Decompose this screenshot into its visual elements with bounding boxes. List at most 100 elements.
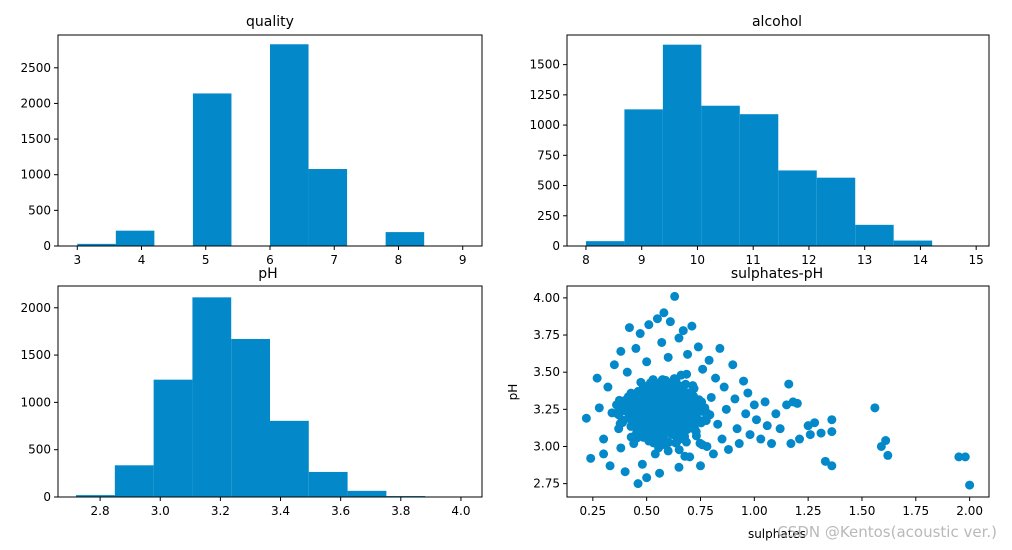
scatter-point [609,360,619,370]
ph-xtick-label: 3.4 [271,504,290,518]
quality-ytick-label: 2500 [20,61,51,75]
quality-bars [77,44,425,247]
ph-ytick-label: 0 [43,490,51,504]
ph-ytick-label: 1500 [20,348,51,362]
alcohol-ytick-label: 1250 [529,88,560,102]
scatter-point [689,384,699,394]
scatter-point [960,452,970,462]
scatter-point [680,412,690,422]
scatter-point [645,422,655,432]
alcohol-bar [662,44,702,246]
ph-bar [76,495,115,497]
quality-title: quality [246,14,294,30]
scatter-point [792,398,802,408]
scatter-point [678,326,688,336]
quality-xtick-label: 6 [266,253,274,267]
ph-bar [347,490,387,497]
scatter-point [603,382,613,392]
scatter-point [659,308,669,318]
alcohol-bar [778,170,817,246]
quality-ticks: 3 4 5 6 7 8 9 0 500 1000 1500 2000 2500 [20,61,466,267]
quality-ytick-label: 0 [43,239,51,253]
scatter-point [620,467,630,477]
quality-ytick-label: 1500 [20,132,51,146]
ph-xtick-label: 4.0 [451,504,470,518]
scatter-xtick-label: 0.50 [633,504,660,518]
alcohol-axes-frame [566,34,990,247]
scatter-point [701,416,711,426]
ph-bar [270,420,309,497]
alcohol-xtick-label: 13 [857,253,872,267]
alcohol-xtick-label: 10 [690,253,705,267]
scatter-point [622,367,632,377]
scatter-point [629,439,639,449]
alcohol-ytick-label: 750 [537,148,560,162]
ph-ytick-label: 2000 [20,301,51,315]
scatter-point [654,414,664,424]
ph-bar [231,338,270,497]
scatter-axes-frame [566,285,990,498]
scatter-point [642,357,652,367]
scatter-point [767,439,777,449]
scatter-point [756,434,766,444]
scatter-point [672,437,682,447]
scatter-ylabel: pH [506,384,520,401]
alcohol-bar [585,241,625,246]
scatter-point [616,346,626,356]
quality-bar [308,169,348,246]
scatter-point [743,388,753,398]
quality-histogram: quality 3 4 5 6 7 8 9 0 500 1000 1500 2000 2500 [20,14,483,267]
ph-bar [308,471,348,497]
scatter-point [627,416,637,426]
alcohol-ytick-label: 250 [537,209,560,223]
scatter-point [675,390,685,400]
scatter-point [594,403,604,413]
alcohol-xtick-label: 14 [913,253,928,267]
scatter-point [605,461,615,471]
quality-ytick-label: 500 [28,203,51,217]
scatter-point [599,449,609,459]
scatter-point [741,409,751,419]
alcohol-bars [585,44,933,247]
ph-xtick-label: 3.0 [151,504,170,518]
scatter-point [745,430,755,440]
ph-xtick-label: 3.2 [211,504,230,518]
scatter-point [670,291,680,301]
scatter-point [827,415,837,425]
alcohol-xtick-label: 9 [638,253,646,267]
scatter-point [676,370,686,380]
scatter-point [640,409,650,419]
scatter-point [669,374,679,384]
scatter-point [760,397,770,407]
scatter-point [642,473,652,483]
scatter-point [728,360,738,370]
scatter-point [695,461,705,471]
scatter-point [704,355,714,365]
scatter-point [614,424,624,434]
scatter-point [739,376,749,386]
scatter-point [683,349,693,359]
scatter-point [586,453,596,463]
scatter-point [679,403,689,413]
scatter-point [827,427,837,437]
ph-ticks: 2.8 3.0 3.2 3.4 3.6 3.8 4.0 0 500 1000 1500 2000 [20,301,470,518]
ph-xtick-label: 3.6 [331,504,350,518]
scatter-point [730,394,740,404]
scatter-point [689,391,699,401]
scatter-point [816,428,826,438]
quality-bar [115,230,155,246]
scatter-point [581,413,591,423]
ph-axes-frame [57,285,483,498]
ph-bar [192,297,232,497]
scatter-point [751,415,761,425]
scatter-point [762,421,772,431]
alcohol-bar [855,224,894,246]
scatter-point [624,323,634,333]
scatter-point [674,333,684,343]
scatter-point [870,403,880,413]
quality-axes-frame [57,34,483,247]
ph-title: pH [258,266,277,282]
scatter-point [659,386,669,396]
scatter-point [965,480,975,490]
scatter-point [635,329,645,339]
